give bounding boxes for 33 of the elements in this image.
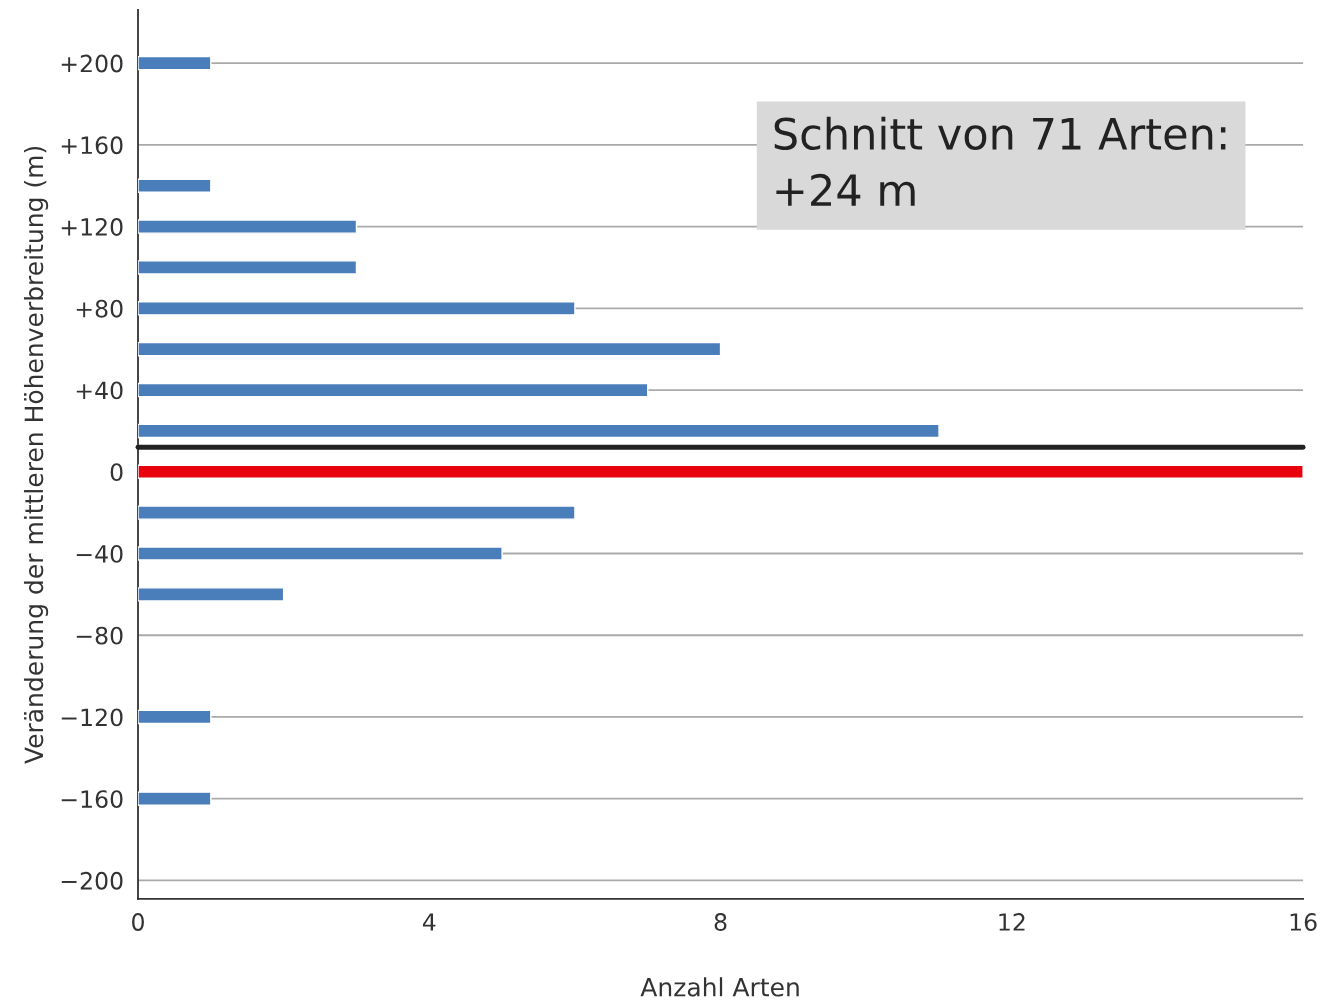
bar bbox=[138, 382, 649, 398]
y-tick-label: −200 bbox=[61, 871, 123, 890]
bar bbox=[138, 709, 212, 725]
y-tick-label: +40 bbox=[76, 381, 123, 400]
bar bbox=[138, 341, 722, 357]
y-axis-title: Veränderung der mittleren Höhenverbreitung (m) bbox=[23, 146, 49, 764]
x-tick-label: 16 bbox=[1290, 913, 1317, 931]
bar bbox=[138, 55, 212, 71]
y-tick-label: −80 bbox=[76, 626, 123, 645]
x-axis-title: Anzahl Arten bbox=[640, 977, 799, 997]
bar bbox=[138, 464, 1304, 480]
y-tick-label: −40 bbox=[76, 544, 123, 563]
x-tick-label: 4 bbox=[422, 913, 436, 931]
y-tick-label: −120 bbox=[61, 708, 123, 727]
bar bbox=[138, 301, 576, 316]
bar bbox=[138, 791, 212, 806]
bar bbox=[138, 219, 358, 234]
x-tick-label: 12 bbox=[999, 913, 1025, 931]
x-tick-label: 0 bbox=[132, 913, 144, 931]
bar bbox=[138, 178, 212, 193]
x-tick-label: 8 bbox=[714, 913, 727, 931]
bar bbox=[138, 546, 503, 561]
y-tick-label: +80 bbox=[76, 299, 123, 318]
y-tick-label: +200 bbox=[61, 54, 123, 73]
bar bbox=[138, 260, 358, 275]
annotation: Schnitt von 71 Arten: +24 m bbox=[774, 116, 1226, 206]
bar bbox=[138, 423, 940, 439]
y-tick-label: 0 bbox=[110, 463, 123, 482]
y-tick-label: +160 bbox=[61, 136, 123, 155]
bar bbox=[138, 587, 285, 602]
y-tick-label: +120 bbox=[61, 218, 123, 236]
y-tick-label: −160 bbox=[61, 790, 123, 808]
bar bbox=[138, 505, 576, 520]
